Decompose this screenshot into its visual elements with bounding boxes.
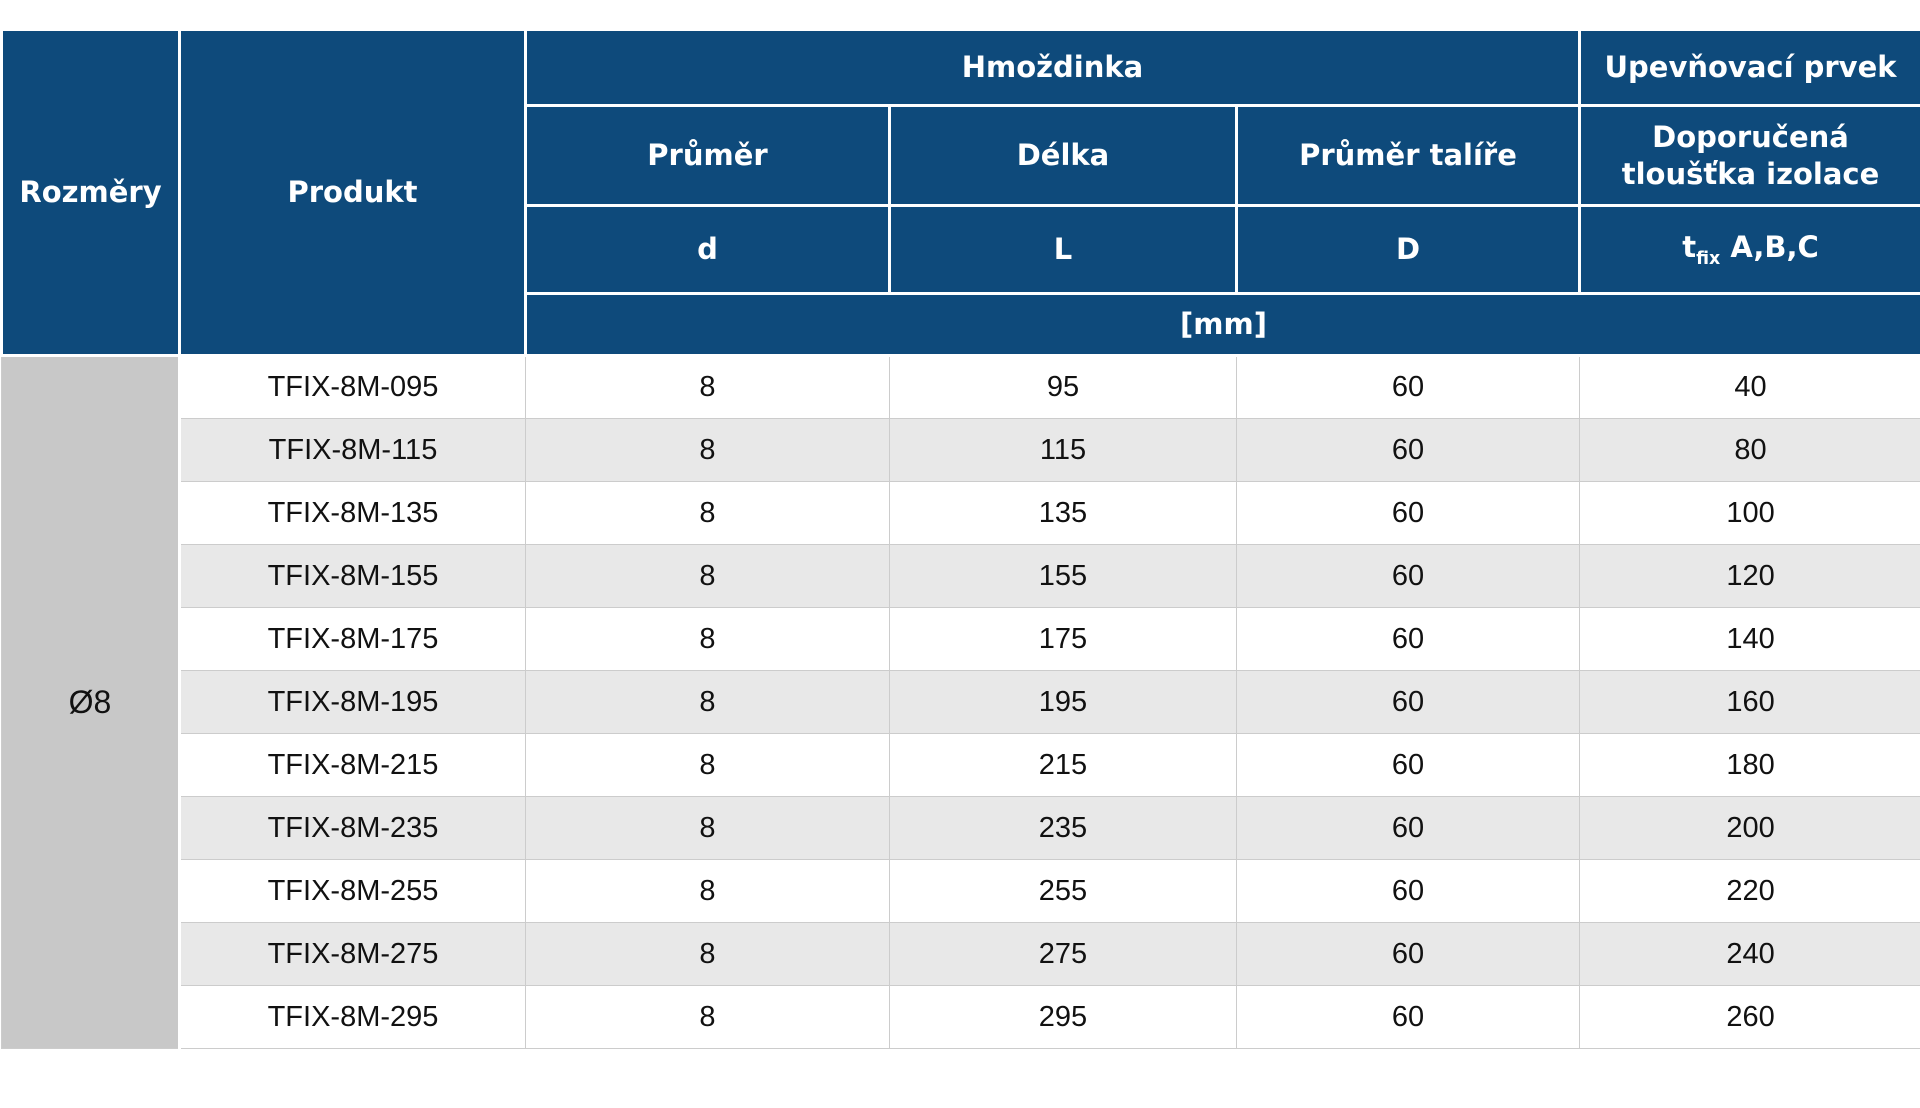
- cell-tfix: 80: [1580, 419, 1920, 482]
- cell-D: 60: [1237, 797, 1580, 860]
- cell-product: TFIX-8M-155: [180, 545, 526, 608]
- cell-product: TFIX-8M-295: [180, 986, 526, 1049]
- cell-tfix: 120: [1580, 545, 1920, 608]
- header-hmozdinka: Hmoždinka: [526, 30, 1580, 106]
- cell-D: 60: [1237, 671, 1580, 734]
- cell-tfix: 140: [1580, 608, 1920, 671]
- size-group-cell: Ø8: [2, 356, 180, 1049]
- cell-product: TFIX-8M-115: [180, 419, 526, 482]
- cell-d: 8: [526, 923, 890, 986]
- cell-tfix: 180: [1580, 734, 1920, 797]
- tfix-base: t: [1682, 230, 1696, 264]
- cell-d: 8: [526, 860, 890, 923]
- header-delka: Délka: [890, 106, 1237, 206]
- cell-product: TFIX-8M-255: [180, 860, 526, 923]
- cell-product: TFIX-8M-095: [180, 356, 526, 419]
- tfix-suffix: A,B,C: [1730, 230, 1818, 264]
- header-symbol-D: D: [1237, 206, 1580, 294]
- cell-D: 60: [1237, 482, 1580, 545]
- cell-L: 115: [890, 419, 1237, 482]
- cell-D: 60: [1237, 860, 1580, 923]
- cell-D: 60: [1237, 545, 1580, 608]
- cell-tfix: 240: [1580, 923, 1920, 986]
- cell-tfix: 260: [1580, 986, 1920, 1049]
- cell-product: TFIX-8M-235: [180, 797, 526, 860]
- cell-L: 255: [890, 860, 1237, 923]
- cell-L: 195: [890, 671, 1237, 734]
- cell-D: 60: [1237, 419, 1580, 482]
- cell-product: TFIX-8M-275: [180, 923, 526, 986]
- header-doporucena-tloustka: Doporučená tloušťka izolace: [1580, 106, 1920, 206]
- header-symbol-L: L: [890, 206, 1237, 294]
- header-symbol-tfix: tfix A,B,C: [1580, 206, 1920, 294]
- cell-product: TFIX-8M-215: [180, 734, 526, 797]
- header-prumer-talire: Průměr talíře: [1237, 106, 1580, 206]
- header-symbol-d: d: [526, 206, 890, 294]
- header-prumer: Průměr: [526, 106, 890, 206]
- cell-L: 95: [890, 356, 1237, 419]
- cell-tfix: 220: [1580, 860, 1920, 923]
- cell-L: 155: [890, 545, 1237, 608]
- header-upevnovaci-prvek: Upevňovací prvek: [1580, 30, 1920, 106]
- cell-d: 8: [526, 545, 890, 608]
- cell-product: TFIX-8M-135: [180, 482, 526, 545]
- cell-L: 135: [890, 482, 1237, 545]
- cell-tfix: 160: [1580, 671, 1920, 734]
- cell-tfix: 200: [1580, 797, 1920, 860]
- cell-d: 8: [526, 608, 890, 671]
- cell-tfix: 100: [1580, 482, 1920, 545]
- cell-L: 295: [890, 986, 1237, 1049]
- cell-D: 60: [1237, 986, 1580, 1049]
- cell-L: 175: [890, 608, 1237, 671]
- cell-d: 8: [526, 797, 890, 860]
- cell-D: 60: [1237, 356, 1580, 419]
- cell-d: 8: [526, 419, 890, 482]
- cell-d: 8: [526, 671, 890, 734]
- cell-product: TFIX-8M-195: [180, 671, 526, 734]
- header-unit-mm: [mm]: [526, 294, 1920, 356]
- cell-d: 8: [526, 482, 890, 545]
- cell-D: 60: [1237, 923, 1580, 986]
- cell-d: 8: [526, 734, 890, 797]
- table-header: Rozměry Produkt Hmoždinka Upevňovací prv…: [2, 30, 1920, 356]
- cell-tfix: 40: [1580, 356, 1920, 419]
- header-rozmery: Rozměry: [2, 30, 180, 356]
- cell-L: 215: [890, 734, 1237, 797]
- cell-L: 235: [890, 797, 1237, 860]
- product-spec-table: Rozměry Produkt Hmoždinka Upevňovací prv…: [0, 28, 1920, 1049]
- cell-D: 60: [1237, 608, 1580, 671]
- tfix-subscript: fix: [1696, 249, 1720, 269]
- cell-d: 8: [526, 356, 890, 419]
- cell-L: 275: [890, 923, 1237, 986]
- cell-product: TFIX-8M-175: [180, 608, 526, 671]
- header-produkt: Produkt: [180, 30, 526, 356]
- cell-d: 8: [526, 986, 890, 1049]
- cell-D: 60: [1237, 734, 1580, 797]
